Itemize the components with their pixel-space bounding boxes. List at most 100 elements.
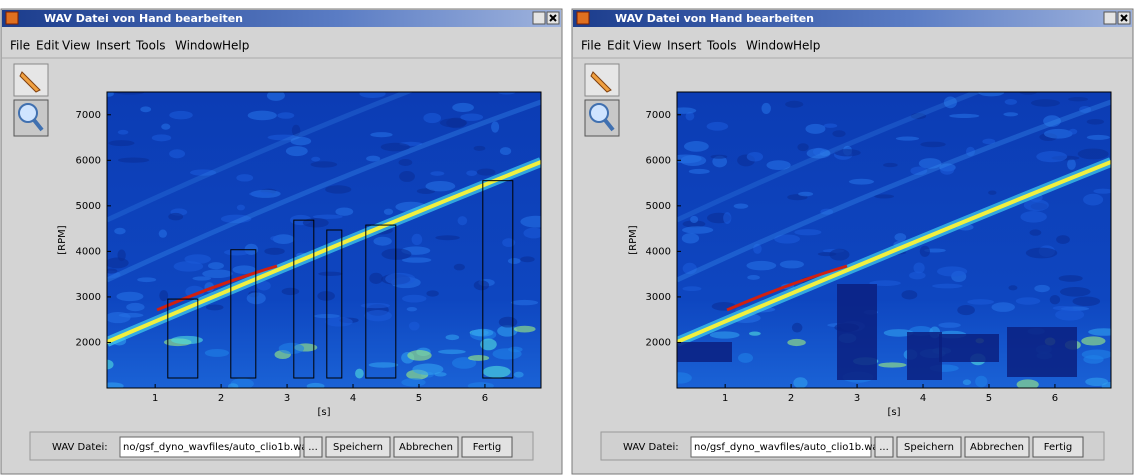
menu-item[interactable]: Window xyxy=(746,39,794,53)
noise xyxy=(502,238,516,247)
noise xyxy=(965,146,975,157)
noise xyxy=(318,271,343,276)
menu-item[interactable]: Help xyxy=(793,39,820,53)
button[interactable] xyxy=(1032,436,1084,458)
noise xyxy=(943,96,957,109)
noise xyxy=(267,134,300,141)
noise xyxy=(325,185,352,194)
noise xyxy=(468,355,490,361)
selection-outline xyxy=(365,224,397,379)
harmonic xyxy=(107,92,414,223)
noise xyxy=(473,145,486,151)
noise xyxy=(913,262,925,274)
menu-item[interactable]: Edit xyxy=(36,39,60,53)
edit-tool[interactable] xyxy=(584,63,620,97)
noise xyxy=(476,168,496,176)
menu-item[interactable]: Help xyxy=(222,39,249,53)
noise xyxy=(1025,247,1058,259)
x-tick-label: 5 xyxy=(986,393,992,404)
noise xyxy=(1079,106,1092,113)
menu-item[interactable]: Tools xyxy=(135,39,166,53)
noise xyxy=(107,382,124,388)
noise xyxy=(227,383,239,388)
selection-outline xyxy=(230,249,257,379)
file-input[interactable] xyxy=(119,436,301,458)
noise xyxy=(497,92,516,95)
menu-item[interactable]: Insert xyxy=(667,39,702,53)
button[interactable] xyxy=(393,436,459,458)
button[interactable] xyxy=(325,436,391,458)
x-tick-label: 1 xyxy=(152,393,158,404)
noise xyxy=(310,161,338,168)
file-label: WAV Datei: xyxy=(623,442,679,453)
noise xyxy=(499,147,512,156)
noise xyxy=(766,160,791,171)
noise xyxy=(680,155,707,166)
noise xyxy=(1068,128,1078,135)
noise xyxy=(498,316,518,328)
noise xyxy=(208,262,224,270)
menu-item[interactable]: Insert xyxy=(96,39,131,53)
menu-item[interactable]: View xyxy=(62,39,91,53)
zoom-handle xyxy=(32,118,44,132)
noise xyxy=(407,350,432,361)
noise xyxy=(785,100,804,108)
noise xyxy=(159,290,169,302)
noise xyxy=(683,141,709,152)
y-tick-label: 5000 xyxy=(646,201,671,212)
noise xyxy=(894,233,907,242)
close-icon xyxy=(1120,14,1128,22)
minimize-button[interactable] xyxy=(1103,11,1117,25)
menu-item[interactable]: View xyxy=(633,39,662,53)
noise xyxy=(1034,284,1050,293)
noise xyxy=(115,92,145,95)
button[interactable] xyxy=(964,436,1030,458)
y-tick-label: 2000 xyxy=(646,337,671,348)
noise xyxy=(677,372,692,384)
file-path: no/gsf_dyno_wavfiles/auto_clio1b.wav xyxy=(123,442,314,453)
noise xyxy=(848,178,874,185)
minimize-button[interactable] xyxy=(532,11,546,25)
y-axis-label: [RPM] xyxy=(57,225,68,255)
zoom-icon xyxy=(589,103,609,123)
noise xyxy=(107,257,129,269)
button[interactable] xyxy=(896,436,962,458)
noise xyxy=(787,338,806,347)
menu-item[interactable]: File xyxy=(581,39,601,53)
menu-item[interactable]: Window xyxy=(175,39,223,53)
harmonic xyxy=(107,99,541,283)
noise xyxy=(1059,287,1091,297)
noise xyxy=(467,382,495,388)
noise xyxy=(202,269,233,279)
edit-tool[interactable] xyxy=(13,63,49,97)
noise xyxy=(709,331,740,339)
noise xyxy=(1088,328,1111,336)
zoom-handle xyxy=(603,118,615,132)
noise xyxy=(712,155,728,168)
menu-item[interactable]: Edit xyxy=(607,39,631,53)
noise xyxy=(883,162,898,168)
noise xyxy=(325,317,353,327)
noise xyxy=(107,268,118,274)
noise xyxy=(117,249,126,262)
menu-item[interactable]: Tools xyxy=(706,39,737,53)
button[interactable] xyxy=(303,436,323,458)
noise xyxy=(173,261,204,272)
spectrogram xyxy=(677,92,1111,388)
noise xyxy=(205,304,224,311)
noise xyxy=(919,245,931,257)
noise xyxy=(1020,211,1047,223)
noise xyxy=(277,112,295,119)
noise xyxy=(291,124,301,137)
menu-item[interactable]: File xyxy=(10,39,30,53)
noise xyxy=(264,247,285,255)
noise xyxy=(425,181,456,192)
noise xyxy=(761,102,771,115)
button[interactable] xyxy=(874,436,894,458)
noise xyxy=(256,280,271,291)
button[interactable] xyxy=(461,436,513,458)
file-input[interactable] xyxy=(690,436,872,458)
noise xyxy=(520,215,541,228)
noise xyxy=(817,251,837,257)
